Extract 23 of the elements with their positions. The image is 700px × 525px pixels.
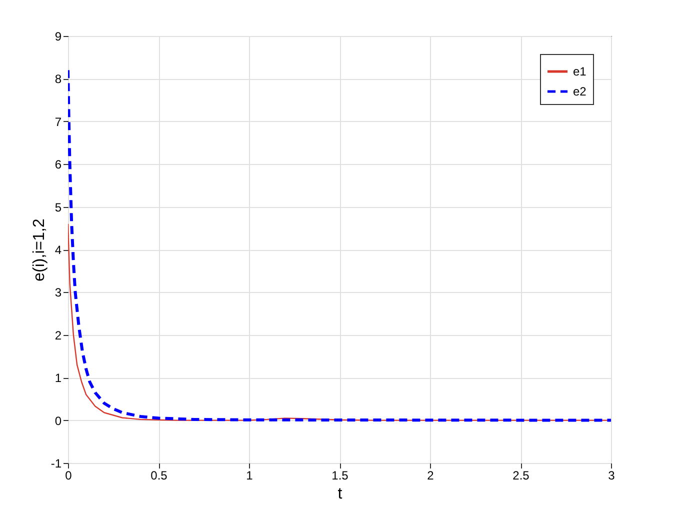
y-tick-label: 8 [54, 72, 62, 86]
y-tick-label: 4 [54, 243, 62, 257]
x-tick-label: 3 [608, 468, 616, 482]
x-tick-label: 1.5 [332, 468, 349, 482]
x-tick-label: 2.5 [512, 468, 530, 482]
y-tick-label: 3 [54, 286, 62, 300]
y-tick-label: 2 [54, 328, 62, 342]
legend-label: e1 [573, 64, 587, 78]
x-tick-label: 0.5 [150, 468, 168, 482]
y-tick-label: 1 [54, 371, 62, 386]
y-tick-label: 5 [54, 200, 62, 214]
line-series [68, 68, 611, 422]
y-axis-title: e(i),i=1,2 [30, 218, 48, 282]
y-tick-label: 9 [54, 30, 62, 44]
x-axis-title: t [338, 486, 343, 502]
y-tick-label: -1 [50, 456, 62, 470]
x-tick-label: 0 [65, 468, 72, 482]
y-tick-label: 6 [54, 158, 62, 172]
x-tick-label: 2 [427, 468, 434, 482]
y-tick-label: 7 [54, 114, 62, 129]
y-tick-label: 0 [54, 414, 62, 428]
x-tick-label: 1 [246, 468, 254, 482]
legend-label: e2 [573, 84, 587, 98]
